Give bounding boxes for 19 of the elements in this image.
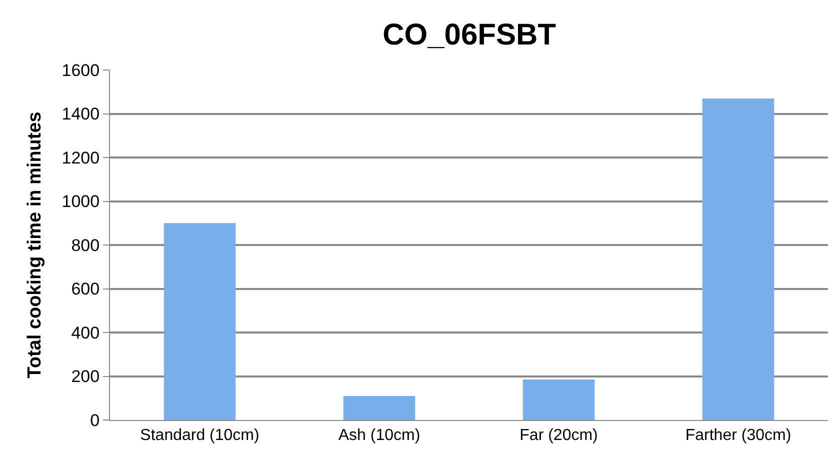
y-tick-label: 1200 [62, 148, 100, 168]
y-tick-label: 1600 [62, 60, 100, 80]
y-tick-label: 800 [71, 236, 100, 255]
bar [164, 223, 236, 420]
y-tick-label: 1400 [62, 104, 100, 124]
bar [702, 98, 774, 420]
y-tick-label: 0 [90, 410, 100, 430]
x-tick-label: Ash (10cm) [338, 427, 420, 444]
x-tick-label: Far (20cm) [520, 427, 598, 444]
bar [522, 380, 595, 420]
y-tick-label: 400 [71, 323, 100, 342]
chart-title: CO_06FSBT [382, 18, 556, 52]
y-axis-title: Total cooking time in minutes [24, 112, 46, 378]
bar [343, 396, 416, 420]
x-tick-label: Standard (10cm) [140, 427, 260, 444]
y-tick-label: 200 [71, 367, 100, 386]
y-tick-label: 600 [71, 280, 100, 299]
x-tick-label: Farther (30cm) [685, 427, 792, 444]
y-tick-label: 1000 [62, 192, 100, 212]
